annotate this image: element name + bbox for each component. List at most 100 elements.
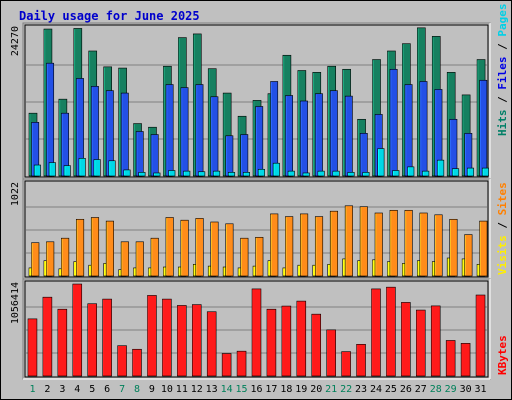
bar-files-21 <box>330 90 338 177</box>
bar-sites-15 <box>240 237 249 277</box>
x-tick-label-3: 3 <box>59 384 65 395</box>
legend-sites: Sites <box>496 182 509 215</box>
bar-files-13 <box>210 96 219 177</box>
bar-sites-31 <box>479 220 488 277</box>
x-tick-label-28: 28 <box>430 384 442 395</box>
bar-sites-28 <box>434 214 443 277</box>
bar-files-22 <box>344 95 353 177</box>
bar-kbytes-15 <box>236 350 247 377</box>
x-tick-label-29: 29 <box>445 384 457 395</box>
bar-sites-9 <box>150 237 159 277</box>
bar-pages-26 <box>407 166 415 177</box>
bar-pages-19 <box>302 172 310 177</box>
bar-pages-2 <box>48 162 56 177</box>
bar-kbytes-26 <box>401 302 411 377</box>
x-tick-label-17: 17 <box>265 384 277 395</box>
x-tick-label-30: 30 <box>460 384 472 395</box>
bar-files-11 <box>180 87 189 177</box>
bar-kbytes-8 <box>132 348 142 377</box>
series-legend-2: Visits / Sites <box>496 182 509 275</box>
bar-kbytes-20 <box>311 313 322 377</box>
panel-3: 1056414 KBytes <box>10 278 509 380</box>
bar-kbytes-27 <box>416 309 426 377</box>
bar-sites-2 <box>46 241 55 277</box>
bar-kbytes-1 <box>27 318 38 377</box>
legend-files: Files <box>496 57 509 90</box>
bar-sites-5 <box>90 217 100 277</box>
legend-kbytes: KBytes <box>496 335 509 375</box>
legend-separator: / <box>496 37 509 57</box>
bar-kbytes-16 <box>251 288 262 377</box>
legend-separator: / <box>496 215 509 235</box>
bar-kbytes-28 <box>430 305 441 377</box>
bar-kbytes-25 <box>386 286 396 377</box>
y-max-label-1: 24270 <box>10 26 21 56</box>
bar-sites-17 <box>270 213 279 277</box>
bar-pages-6 <box>108 160 116 177</box>
bar-files-20 <box>315 93 323 177</box>
x-axis-labels: 1 2 3 4 5 6 7 8 9 10 11 12 13 14 15 16 17 18 19 20 21 22 23 24 2… <box>29 384 486 395</box>
panel-1: 24270 Hits / Files / Pages <box>10 4 509 180</box>
bar-kbytes-21 <box>326 329 336 377</box>
x-tick-label-5: 5 <box>89 384 95 395</box>
bar-files-18 <box>285 95 294 177</box>
bar-kbytes-17 <box>266 308 277 377</box>
bar-kbytes-19 <box>296 300 307 377</box>
bar-pages-8 <box>138 172 146 177</box>
bar-sites-18 <box>285 216 294 277</box>
y-max-label-2: 1022 <box>10 182 21 206</box>
bar-pages-23 <box>362 172 370 177</box>
x-tick-label-23: 23 <box>355 384 367 395</box>
bar-pages-10 <box>168 170 176 177</box>
bar-pages-21 <box>332 170 340 177</box>
x-tick-label-4: 4 <box>74 384 80 395</box>
bar-kbytes-29 <box>445 340 456 377</box>
bar-pages-22 <box>347 172 355 177</box>
bar-sites-13 <box>210 221 219 277</box>
x-tick-label-7: 7 <box>119 384 125 395</box>
bar-kbytes-18 <box>281 305 292 377</box>
bar-kbytes-14 <box>221 353 232 377</box>
bar-pages-3 <box>63 165 71 177</box>
bar-pages-4 <box>78 158 86 177</box>
bar-pages-20 <box>317 170 325 177</box>
legend-separator: / <box>496 90 509 110</box>
bar-pages-18 <box>287 170 295 177</box>
bar-sites-6 <box>105 220 114 277</box>
bar-pages-31 <box>481 167 489 177</box>
bar-sites-1 <box>31 242 40 277</box>
chart-panels: 24270 Hits / Files / Pages 1022 Visits / Si… <box>10 4 509 380</box>
bar-kbytes-24 <box>371 288 381 377</box>
bar-sites-23 <box>359 206 368 277</box>
x-tick-label-24: 24 <box>370 384 382 395</box>
bar-files-10 <box>165 84 174 177</box>
legend-pages: Pages <box>496 4 509 37</box>
bar-files-26 <box>404 84 413 177</box>
bar-pages-17 <box>272 162 280 177</box>
bar-pages-30 <box>467 167 475 177</box>
bar-files-15 <box>240 134 249 177</box>
bar-sites-11 <box>180 219 189 277</box>
x-tick-label-12: 12 <box>191 384 203 395</box>
bar-sites-19 <box>300 213 309 277</box>
bar-pages-24 <box>377 148 385 177</box>
panel-2: 1022 Visits / Sites <box>10 178 509 280</box>
bar-pages-11 <box>183 170 191 177</box>
x-tick-label-19: 19 <box>295 384 307 395</box>
x-tick-label-20: 20 <box>310 384 322 395</box>
bar-files-27 <box>419 81 428 177</box>
x-tick-label-2: 2 <box>44 384 50 395</box>
bar-files-12 <box>195 84 204 177</box>
bar-files-7 <box>120 92 129 177</box>
bar-sites-20 <box>314 216 324 277</box>
bar-sites-25 <box>389 209 398 277</box>
bar-files-8 <box>135 131 144 177</box>
x-tick-label-25: 25 <box>385 384 397 395</box>
x-tick-label-8: 8 <box>134 384 140 395</box>
bar-sites-8 <box>135 241 144 277</box>
x-tick-label-14: 14 <box>221 384 233 395</box>
bar-files-29 <box>449 118 458 177</box>
bar-sites-4 <box>76 218 85 277</box>
